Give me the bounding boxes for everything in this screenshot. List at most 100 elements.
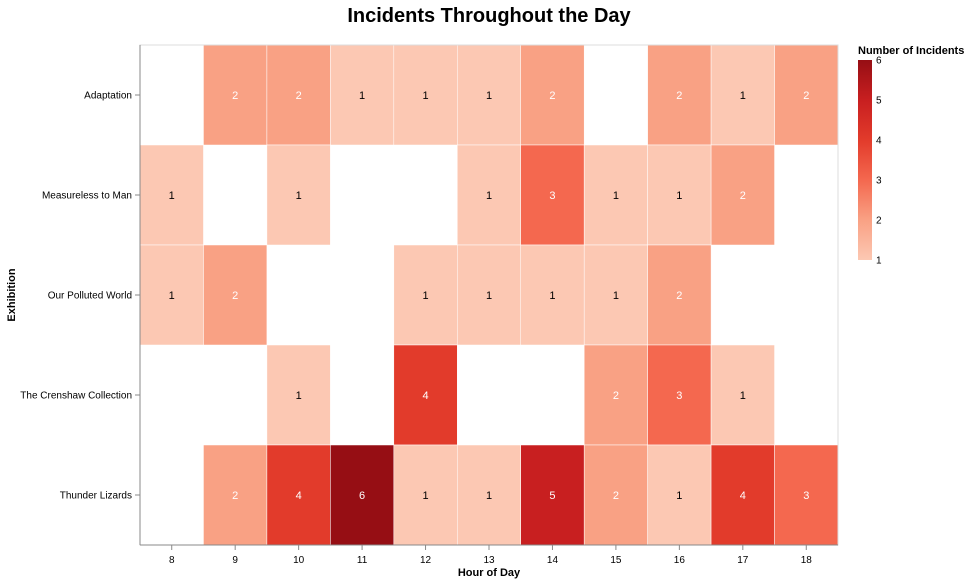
heatmap-cell xyxy=(457,144,521,246)
heatmap-cell xyxy=(393,44,458,146)
heatmap-cells: 2 2 1 1 1 2 2 1 2 1 1 1 3 1 1 2 1 2 1 1 1 1 2 1 4 2 3 1 2 4 6 1 1 5 2 1 4 3 xyxy=(139,44,839,546)
cell-value-label: 4 xyxy=(740,490,746,502)
legend-gradient-bar xyxy=(858,60,872,260)
y-tick-label: The Crenshaw Collection xyxy=(20,391,132,402)
cell-value-label: 2 xyxy=(232,490,238,502)
x-axis-title: Hour of Day xyxy=(458,567,521,579)
cell-value-label: 2 xyxy=(549,90,555,102)
heatmap-cell xyxy=(266,44,331,146)
cell-value-label: 1 xyxy=(549,290,555,302)
y-tick-label: Adaptation xyxy=(84,91,132,102)
cell-value-label: 1 xyxy=(422,490,428,502)
cell-value-label: 1 xyxy=(486,290,492,302)
heatmap-cell xyxy=(647,444,712,546)
axes: 8 9 10 11 12 13 14 15 16 17 18AdaptationMeasureles… xyxy=(20,44,839,566)
heatmap-cell xyxy=(203,244,268,346)
heatmap-cell xyxy=(583,344,648,446)
cell-value-label: 3 xyxy=(676,390,682,402)
heatmap-cell xyxy=(139,144,204,246)
cell-value-label: 1 xyxy=(422,90,428,102)
heatmap-cell xyxy=(583,444,648,546)
heatmap-cell xyxy=(520,144,585,246)
heatmap-cell xyxy=(203,444,268,546)
cell-value-label: 6 xyxy=(359,490,365,502)
cell-value-label: 4 xyxy=(422,390,428,402)
cell-value-label: 2 xyxy=(613,490,619,502)
cell-value-label: 2 xyxy=(613,390,619,402)
cell-value-label: 2 xyxy=(740,190,746,202)
heatmap-cell xyxy=(457,44,521,146)
heatmap-cell xyxy=(647,144,712,246)
cell-value-label: 1 xyxy=(740,90,746,102)
legend-tick-label: 6 xyxy=(876,56,882,67)
cell-value-label: 1 xyxy=(296,190,302,202)
cell-value-label: 1 xyxy=(169,190,175,202)
heatmap-cell xyxy=(266,144,331,246)
cell-value-label: 2 xyxy=(803,90,809,102)
x-tick-label: 9 xyxy=(232,555,238,566)
x-tick-label: 15 xyxy=(610,555,622,566)
cell-value-label: 1 xyxy=(359,90,365,102)
cell-value-label: 2 xyxy=(676,90,682,102)
cell-value-label: 1 xyxy=(676,490,682,502)
y-tick-label: Our Polluted World xyxy=(48,291,132,302)
cell-value-label: 3 xyxy=(549,190,555,202)
x-tick-label: 14 xyxy=(547,555,559,566)
heatmap-cell xyxy=(520,244,585,346)
cell-value-label: 1 xyxy=(169,290,175,302)
x-tick-label: 17 xyxy=(737,555,749,566)
cell-value-label: 1 xyxy=(486,490,492,502)
chart-title: Incidents Throughout the Day xyxy=(347,5,631,27)
heatmap-cell xyxy=(647,244,712,346)
y-axis-title: Exhibition xyxy=(6,268,18,321)
heatmap-cell xyxy=(583,144,648,246)
x-tick-label: 12 xyxy=(420,555,432,566)
heatmap-cell xyxy=(393,244,458,346)
cell-value-label: 1 xyxy=(486,90,492,102)
x-tick-label: 11 xyxy=(357,555,368,566)
x-tick-label: 18 xyxy=(801,555,813,566)
cell-value-label: 1 xyxy=(422,290,428,302)
heatmap-cell xyxy=(330,444,395,546)
heatmap-cell xyxy=(710,44,775,146)
cell-value-label: 2 xyxy=(296,90,302,102)
cell-value-label: 1 xyxy=(613,290,619,302)
heatmap-cell xyxy=(583,244,648,346)
heatmap-cell xyxy=(520,444,585,546)
legend-tick-label: 2 xyxy=(876,216,882,227)
legend-tick-label: 1 xyxy=(876,256,882,267)
heatmap-cell xyxy=(774,444,839,546)
x-tick-label: 16 xyxy=(674,555,686,566)
cell-value-label: 1 xyxy=(613,190,619,202)
heatmap-cell xyxy=(520,44,585,146)
heatmap-cell xyxy=(647,344,712,446)
heatmap-cell xyxy=(203,44,268,146)
x-tick-label: 8 xyxy=(169,555,175,566)
cell-value-label: 1 xyxy=(296,390,302,402)
heatmap-cell xyxy=(710,444,775,546)
cell-value-label: 1 xyxy=(676,190,682,202)
heatmap-cell xyxy=(710,344,775,446)
legend-tick-label: 4 xyxy=(876,136,882,147)
y-tick-label: Thunder Lizards xyxy=(60,491,132,502)
legend-title: Number of Incidents xyxy=(858,45,964,57)
legend-tick-label: 5 xyxy=(876,96,882,107)
cell-value-label: 1 xyxy=(486,190,492,202)
heatmap-cell xyxy=(457,244,521,346)
legend-tick-label: 3 xyxy=(876,176,882,187)
cell-value-label: 2 xyxy=(232,90,238,102)
heatmap-cell xyxy=(774,44,839,146)
cell-value-label: 2 xyxy=(232,290,238,302)
cell-value-label: 3 xyxy=(803,490,809,502)
heatmap-cell xyxy=(393,344,458,446)
heatmap-cell xyxy=(647,44,712,146)
cell-value-label: 5 xyxy=(549,490,555,502)
y-tick-label: Measureless to Man xyxy=(42,191,132,202)
cell-value-label: 2 xyxy=(676,290,682,302)
cell-value-label: 4 xyxy=(296,490,302,502)
x-tick-label: 10 xyxy=(293,555,305,566)
legend: Number of Incidents 1 2 3 4 5 6 xyxy=(858,45,964,267)
x-tick-label: 13 xyxy=(483,555,495,566)
